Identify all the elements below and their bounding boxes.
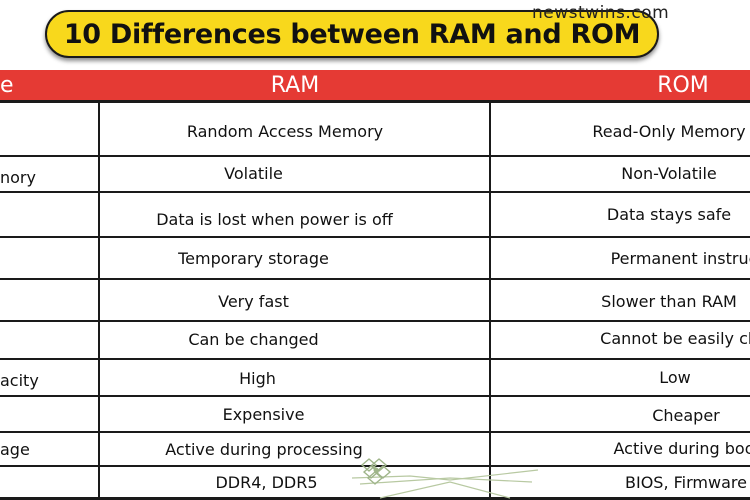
table-header-band (0, 70, 750, 100)
row-divider (0, 431, 750, 433)
rom-cell: Non-Volatile (621, 163, 717, 183)
table-bottom-line (0, 497, 750, 500)
column-divider (489, 100, 491, 500)
row-divider (0, 358, 750, 360)
ram-cell: Temporary storage (178, 248, 329, 268)
row-divider (0, 191, 750, 193)
row-label-cell: age (0, 439, 30, 459)
ornament-graphic (351, 458, 539, 499)
row-label-cell (0, 196, 98, 236)
ram-cell: Very fast (218, 291, 289, 311)
title-banner: 10 Differences between RAM and ROM (45, 10, 659, 58)
ram-cell: Can be changed (188, 329, 319, 349)
row-label-cell (0, 104, 98, 154)
rom-cell: Active during boo (613, 438, 750, 458)
page-title: 10 Differences between RAM and ROM (63, 18, 641, 50)
ram-cell: Volatile (224, 163, 283, 183)
ram-cell: DDR4, DDR5 (215, 472, 318, 492)
ram-cell: Expensive (222, 404, 305, 424)
rom-cell: Cannot be easily cha (600, 328, 750, 348)
row-label-cell (0, 398, 98, 430)
row-label-cell (0, 240, 98, 278)
header-cell-ram: RAM (270, 72, 320, 98)
ram-cell: Data is lost when power is off (156, 209, 393, 229)
rom-cell: Low (659, 367, 691, 387)
ram-cell: Active during processing (165, 439, 363, 459)
rom-cell: Permanent instruc (610, 248, 750, 268)
row-label-cell (0, 282, 98, 320)
row-divider (0, 155, 750, 157)
row-label-cell: acity (0, 370, 39, 390)
header-bottom-line (0, 100, 750, 103)
rom-cell: BIOS, Firmware (625, 472, 747, 492)
header-cell-feature: e (0, 72, 14, 98)
row-divider (0, 320, 750, 322)
row-divider (0, 395, 750, 397)
watermark-text: newstwins.com (532, 3, 670, 23)
rom-cell: Read-Only Memory (592, 121, 746, 141)
rom-cell: Slower than RAM (601, 291, 737, 311)
row-label-cell: nory (0, 167, 36, 187)
ram-cell: Random Access Memory (186, 121, 384, 141)
row-divider (0, 278, 750, 280)
rom-cell: Data stays safe (606, 204, 732, 224)
row-label-cell (0, 468, 98, 498)
header-cell-rom: ROM (657, 72, 709, 98)
ram-cell: High (239, 368, 276, 388)
row-label-cell (0, 322, 98, 358)
row-divider (0, 236, 750, 238)
rom-cell: Cheaper (652, 405, 720, 425)
column-divider (98, 100, 100, 500)
